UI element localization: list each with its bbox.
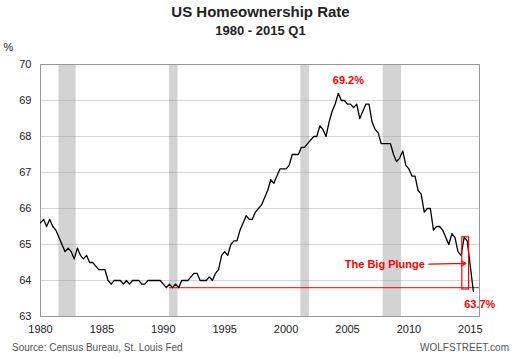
svg-text:2015: 2015 bbox=[458, 323, 482, 335]
html-text:US Homeownership Rate: US Homeownership Rate bbox=[171, 3, 350, 20]
svg-text:68: 68 bbox=[19, 130, 31, 142]
html-text:Source: Census Bureau, St. Lou: Source: Census Bureau, St. Louis Fed bbox=[12, 342, 183, 353]
svg-text:64: 64 bbox=[19, 274, 31, 286]
svg-text:1980: 1980 bbox=[28, 323, 52, 335]
svg-text:1995: 1995 bbox=[212, 323, 236, 335]
html-text:WOLFSTREET.com: WOLFSTREET.com bbox=[420, 342, 509, 353]
svg-text:67: 67 bbox=[19, 166, 31, 178]
svg-text:65: 65 bbox=[19, 238, 31, 250]
svg-text:70: 70 bbox=[19, 58, 31, 70]
svg-text:2005: 2005 bbox=[335, 323, 359, 335]
svg-text:69: 69 bbox=[19, 94, 31, 106]
svg-text:63: 63 bbox=[19, 310, 31, 322]
svg-text:%: % bbox=[4, 41, 14, 53]
html-text:1980 - 2015 Q1: 1980 - 2015 Q1 bbox=[215, 23, 306, 38]
svg-text:2010: 2010 bbox=[397, 323, 421, 335]
svg-text:1990: 1990 bbox=[151, 323, 175, 335]
svg-text:69.2%: 69.2% bbox=[333, 74, 364, 86]
svg-text:2000: 2000 bbox=[274, 323, 298, 335]
svg-text:63.7%: 63.7% bbox=[464, 298, 495, 310]
svg-text:66: 66 bbox=[19, 202, 31, 214]
svg-text:1985: 1985 bbox=[90, 323, 114, 335]
svg-text:The Big Plunge: The Big Plunge bbox=[345, 258, 425, 270]
